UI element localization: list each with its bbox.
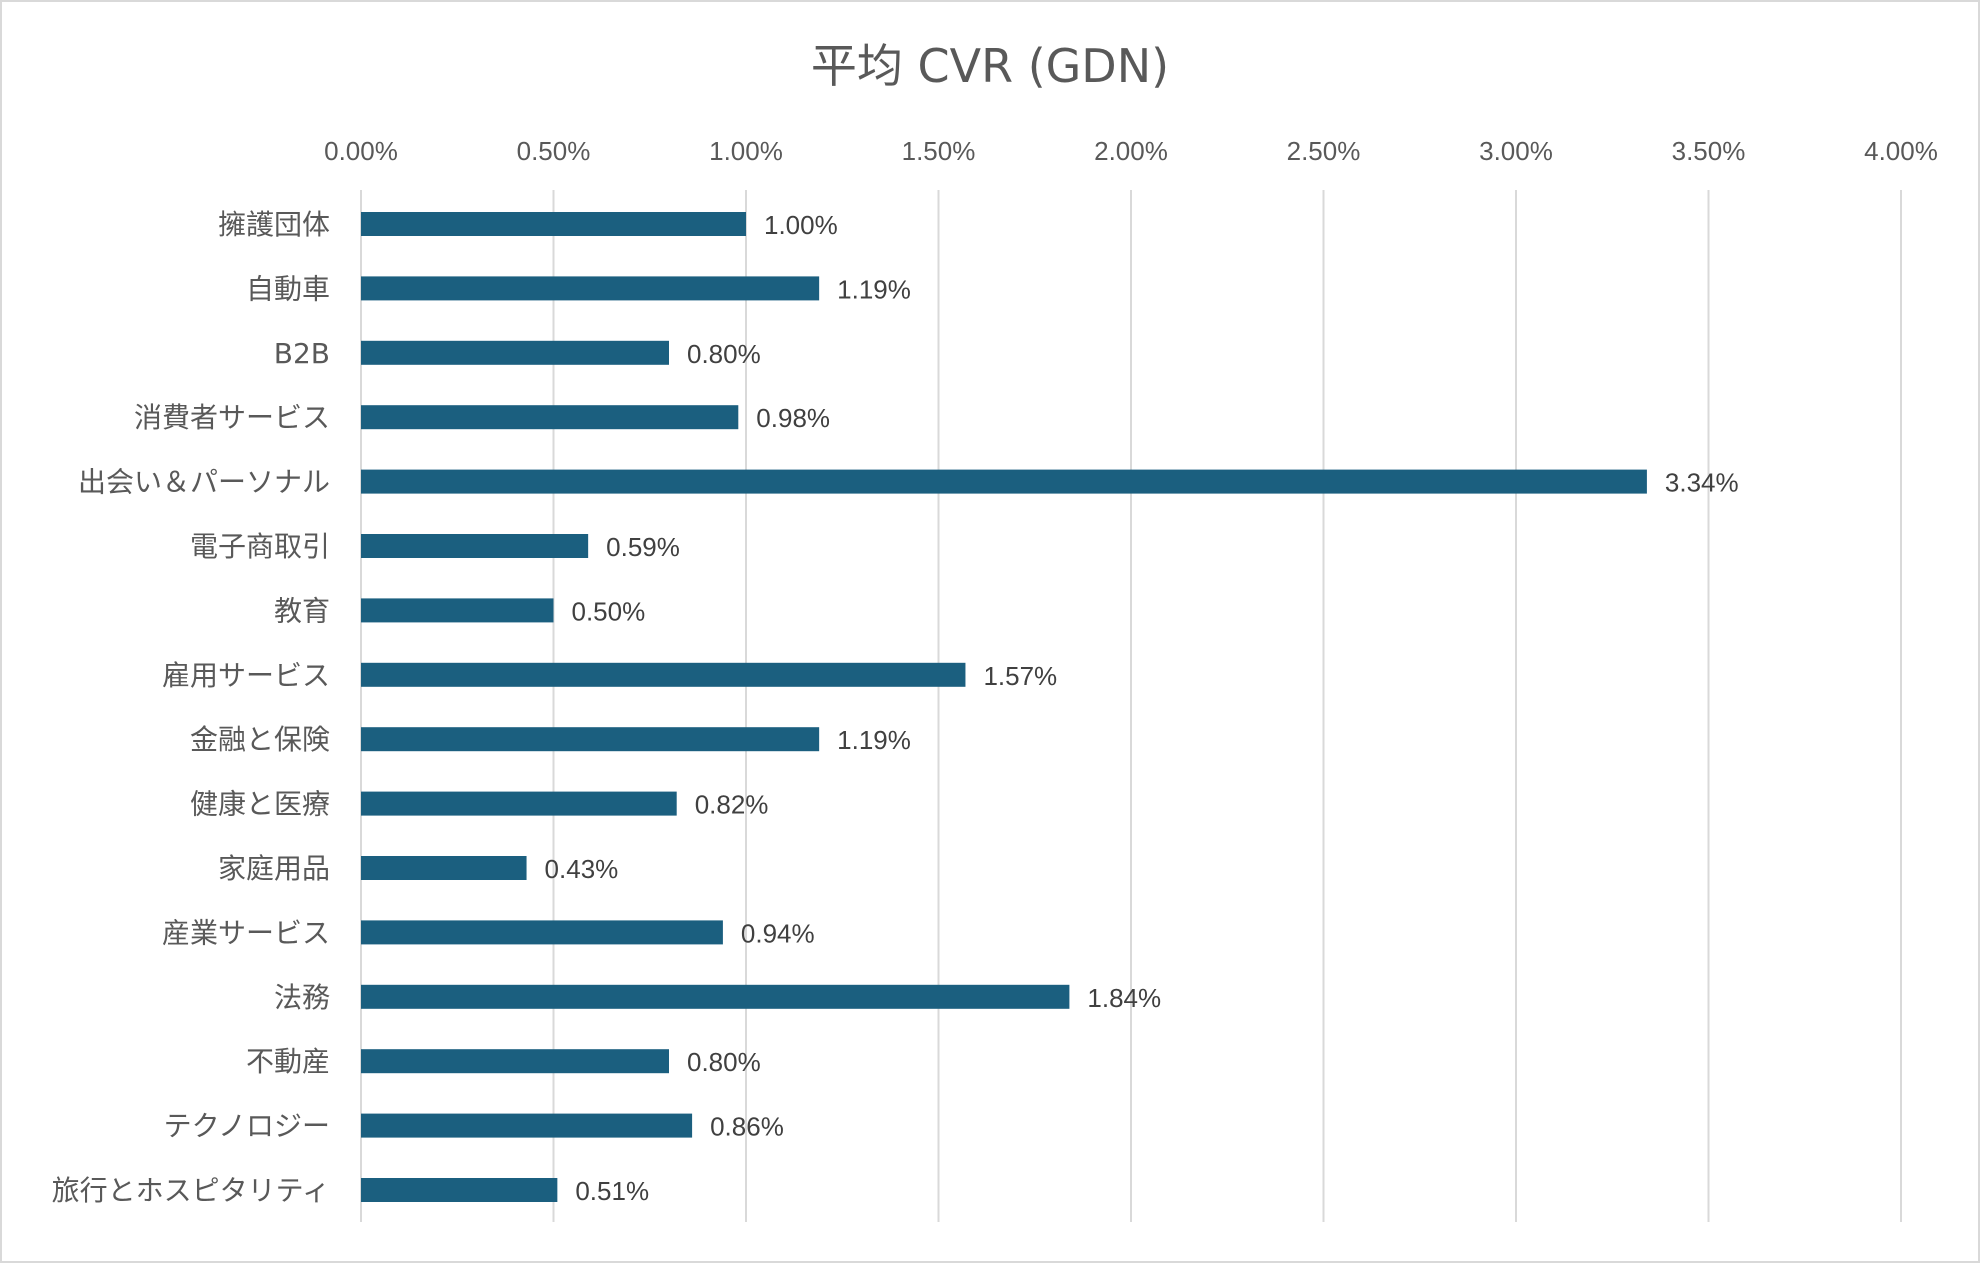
bar bbox=[361, 920, 723, 945]
bar bbox=[361, 727, 820, 752]
bar bbox=[361, 984, 1070, 1009]
category-label: 教育 bbox=[274, 594, 330, 627]
data-labels: 1.00% 1.19% 0.80% 0.98% 3.34% 0.59% 0.50% 1.57%… bbox=[545, 210, 1739, 1206]
data-label: 0.98% bbox=[756, 403, 830, 433]
x-axis-ticks: 0.00% 0.50% 1.00% 1.50% 2.00% 2.50% 3.00% 3.50%… bbox=[324, 136, 1938, 166]
bars bbox=[361, 212, 1647, 1202]
bar bbox=[361, 662, 966, 687]
data-label: 3.34% bbox=[1665, 468, 1739, 498]
chart-title: 平均 CVR (GDN) bbox=[811, 39, 1169, 93]
data-label: 0.50% bbox=[572, 596, 646, 626]
bar bbox=[361, 1113, 693, 1138]
bar bbox=[361, 405, 739, 430]
data-label: 0.82% bbox=[695, 790, 769, 820]
data-label: 0.80% bbox=[687, 339, 761, 369]
data-label: 0.51% bbox=[575, 1176, 649, 1206]
category-label: 産業サービス bbox=[162, 916, 330, 949]
category-label: B2B bbox=[274, 337, 330, 370]
data-label: 0.43% bbox=[545, 854, 619, 884]
bar bbox=[361, 469, 1647, 494]
x-tick-label: 3.00% bbox=[1479, 136, 1553, 166]
category-label: 電子商取引 bbox=[190, 530, 330, 563]
category-label: 法務 bbox=[274, 981, 330, 1014]
x-tick-label: 3.50% bbox=[1672, 136, 1746, 166]
x-tick-label: 2.00% bbox=[1094, 136, 1168, 166]
category-label: テクノロジー bbox=[164, 1110, 330, 1143]
x-tick-label: 0.50% bbox=[517, 136, 591, 166]
bar bbox=[361, 1049, 669, 1074]
bar bbox=[361, 856, 527, 880]
category-label: 金融と保険 bbox=[190, 723, 330, 756]
x-tick-label: 0.00% bbox=[324, 136, 398, 166]
bar bbox=[361, 340, 669, 365]
data-label: 1.84% bbox=[1087, 983, 1161, 1013]
x-tick-label: 1.00% bbox=[709, 136, 783, 166]
x-tick-label: 4.00% bbox=[1864, 136, 1938, 166]
bar bbox=[361, 598, 554, 623]
data-label: 1.19% bbox=[837, 274, 911, 304]
category-label: 出会い＆パーソナル bbox=[78, 466, 330, 499]
category-label: 不動産 bbox=[246, 1045, 330, 1078]
data-label: 0.80% bbox=[687, 1047, 761, 1077]
data-label: 0.59% bbox=[606, 532, 680, 562]
category-label: 家庭用品 bbox=[218, 852, 330, 885]
bar bbox=[361, 276, 820, 301]
bar bbox=[361, 212, 746, 236]
data-label: 1.57% bbox=[983, 661, 1057, 691]
data-label: 0.86% bbox=[710, 1112, 784, 1142]
data-label: 0.94% bbox=[741, 918, 815, 948]
data-label: 1.00% bbox=[764, 210, 838, 240]
category-label: 健康と医療 bbox=[190, 788, 330, 821]
x-tick-label: 2.50% bbox=[1287, 136, 1361, 166]
data-label: 1.19% bbox=[837, 725, 911, 755]
category-label: 雇用サービス bbox=[162, 659, 330, 692]
bar bbox=[361, 1178, 558, 1202]
x-tick-label: 1.50% bbox=[902, 136, 976, 166]
bar bbox=[361, 791, 677, 816]
category-label: 自動車 bbox=[246, 272, 330, 305]
bar bbox=[361, 534, 589, 558]
category-label: 擁護団体 bbox=[218, 208, 330, 241]
category-label: 旅行とホスピタリティ bbox=[52, 1174, 330, 1207]
category-label: 消費者サービス bbox=[134, 401, 330, 434]
